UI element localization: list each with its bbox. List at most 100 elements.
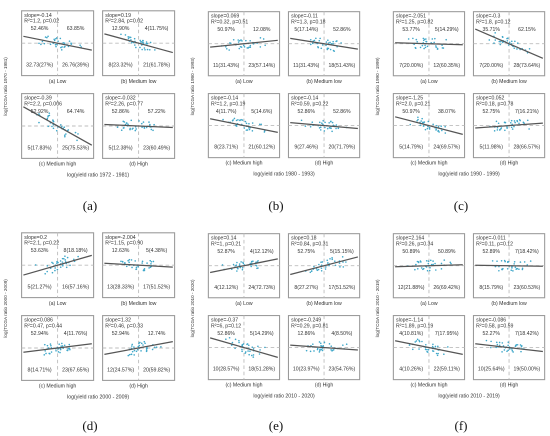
quadrant-upper-left: 52.89% [483,249,501,255]
data-point [50,344,52,347]
data-point [124,261,126,264]
r2-p-label: R²=1.15, p=0.90 [105,241,143,247]
data-point [52,127,55,130]
data-point [331,350,333,352]
data-point [237,39,240,41]
data-point [66,349,69,352]
quadrant-lower-left: 11(31.43%) [213,63,240,69]
data-point [150,128,153,131]
data-point [249,46,252,48]
data-point [513,47,516,49]
regression-line [474,28,544,59]
slope-label: slope=0.086 [24,318,53,324]
data-point [416,267,419,270]
data-point [320,264,323,266]
data-point [49,352,51,355]
data-point [420,261,422,263]
data-point [63,126,66,129]
data-point [61,257,64,260]
data-point [257,260,259,262]
data-point [496,126,499,129]
data-point [60,345,62,347]
data-point [523,261,526,263]
data-point [259,37,262,39]
regression-line [104,262,173,268]
data-point [133,354,136,356]
data-point [321,44,324,46]
data-point [300,119,303,122]
subplot-caption: (a) Low [235,301,252,307]
data-point [154,49,156,51]
quadrant-lower-left: 4(12.12%) [214,285,238,291]
quadrant-upper-left: 52.75% [298,249,316,255]
subplot-caption: (b) Medium low [306,79,342,85]
data-point [437,352,439,355]
data-point [309,43,312,46]
regression-line [395,340,463,356]
data-point [324,268,327,270]
data-point [330,345,333,348]
data-point [222,118,224,121]
quadrant-upper-right: 5(14.29%) [435,27,459,33]
data-point [60,125,63,128]
regression-line [104,340,173,356]
data-point [143,47,146,49]
data-point [243,46,246,48]
data-point [69,348,71,351]
data-point [141,260,144,263]
data-point [237,267,239,270]
slope-label: slope=-0.37 [211,318,238,324]
quadrant-lower-left: 5(12.38%) [109,145,133,151]
data-point [426,127,429,130]
r2-p-label: R²=0.47, p=0.44 [24,323,62,329]
r2-p-label: R²=1.3, p=0.18 [291,19,326,25]
data-point [511,349,514,352]
data-point [320,261,322,263]
slope-label: slope=-0.032 [105,96,135,102]
data-point [234,338,237,341]
data-point [142,269,145,272]
data-point [447,346,449,348]
subplot-caption: (a) Low [420,79,437,85]
data-point [414,268,416,271]
data-point [238,39,241,42]
quadrant-lower-left: 8(15.79%) [479,285,503,291]
data-point [248,353,250,356]
data-point [74,131,77,134]
data-point [259,46,262,48]
data-point [494,265,497,268]
quadrant-upper-right: 52.86% [333,27,351,33]
data-point [232,263,235,266]
data-point [330,120,332,123]
quadrant-lower-left: 32.73(27%) [26,63,53,69]
quadrant-lower-left: 5(11.98%) [480,145,504,151]
quadrant-upper-left: 52.86% [217,331,235,337]
data-point [145,42,148,45]
data-point [59,37,62,40]
quadrant-lower-right: 26.76(39%) [62,63,89,69]
quadrant-upper-left: 52.86% [112,109,130,115]
scatter-figure-f: log(TCGA ratio 2010 - 2019) log(yield rat… [375,233,546,399]
data-point [329,257,331,260]
data-point [507,349,509,352]
quadrant-upper-right: 7(18.42%) [515,249,539,255]
data-point [341,256,344,258]
data-point [155,346,158,348]
panel-tag-e: (e) [268,418,284,433]
data-point [510,119,513,122]
quadrant-lower-right: 12(60.35%) [433,63,460,69]
data-point [319,126,322,129]
data-point [435,129,437,131]
data-point [420,120,423,122]
data-point [70,43,73,45]
data-point [434,345,437,348]
data-point [61,46,63,48]
data-point [513,263,515,265]
data-point [443,353,445,355]
data-point [327,262,329,264]
data-point [248,122,250,125]
